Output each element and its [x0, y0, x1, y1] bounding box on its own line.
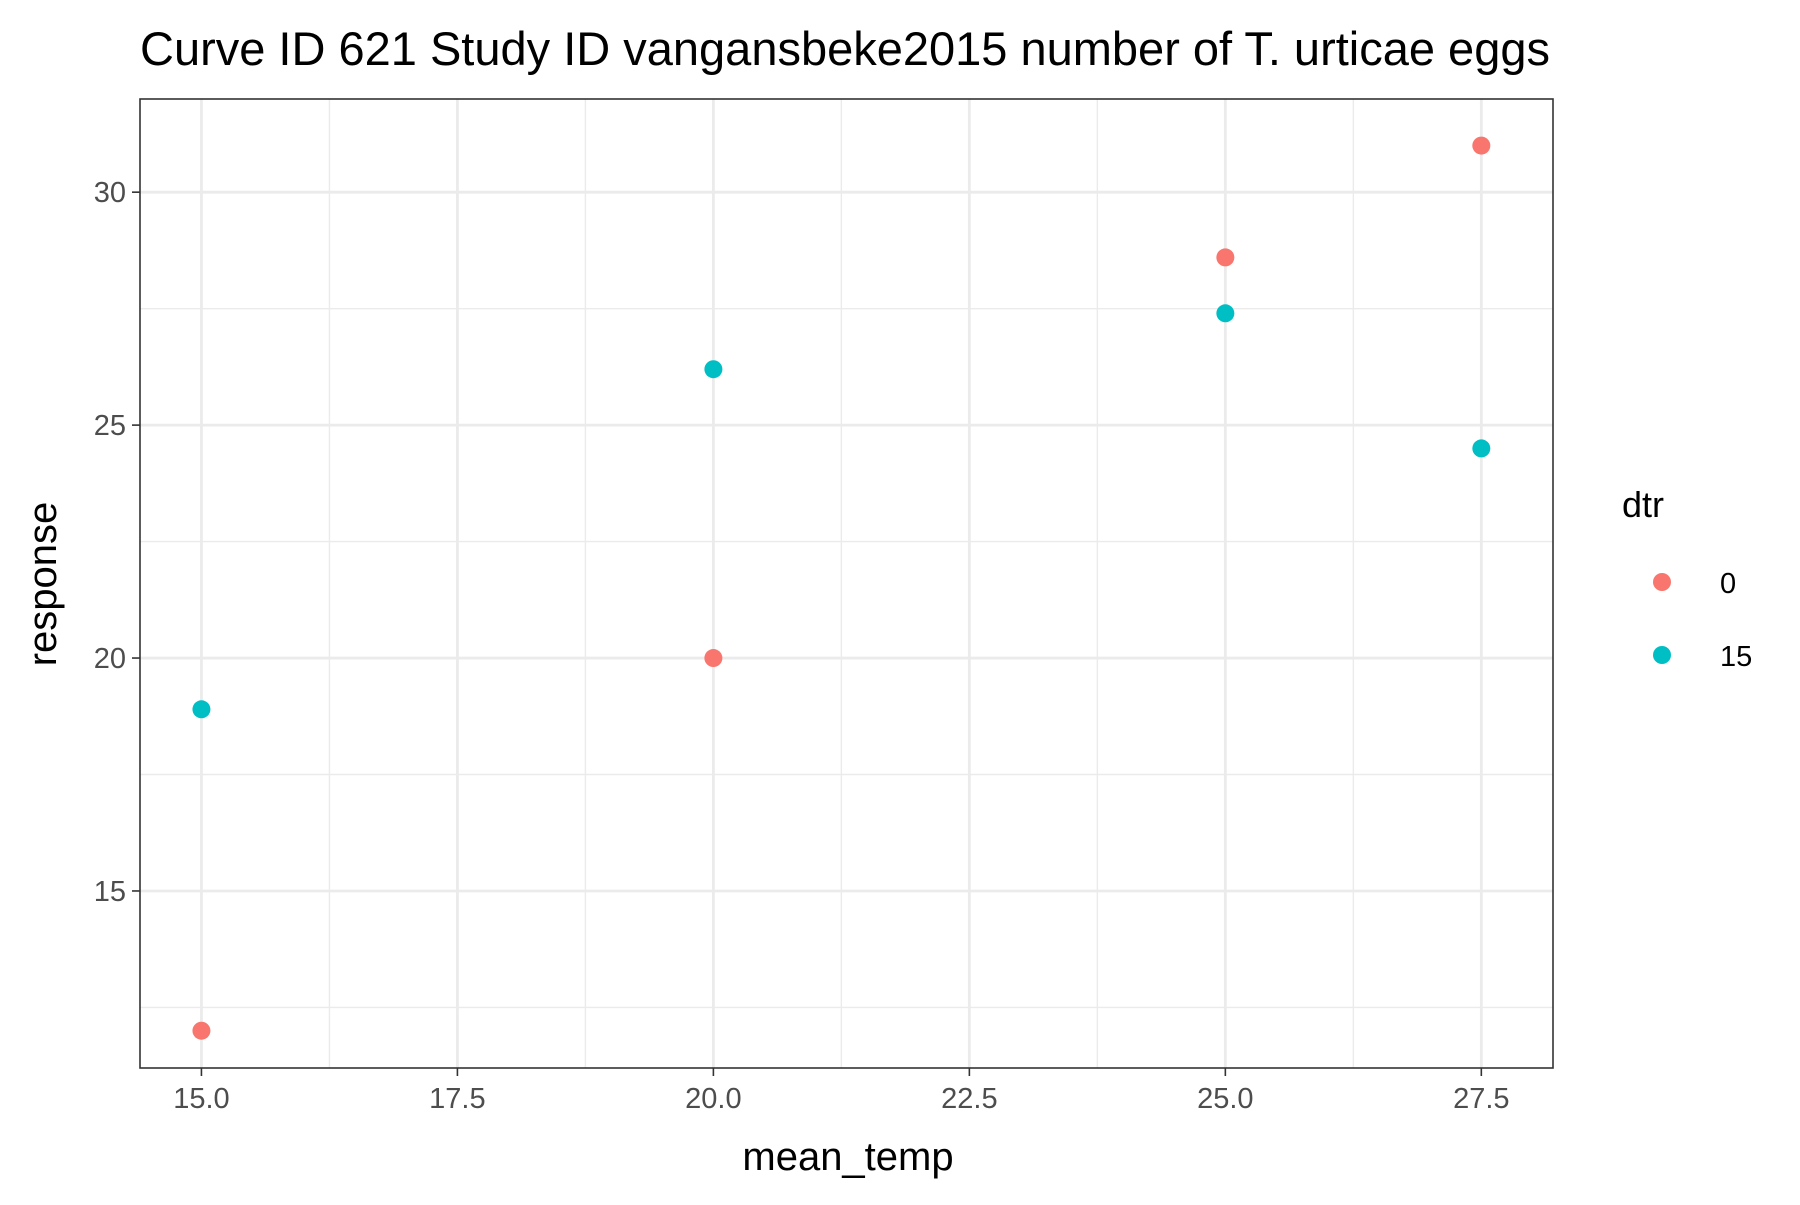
x-axis: 15.0 17.5 20.0 22.5 25.0 27.5	[173, 1068, 1510, 1115]
x-tick-label: 22.5	[941, 1083, 997, 1115]
y-axis: 15 20 25 30	[94, 177, 140, 908]
data-point-dtr-0	[1472, 136, 1491, 155]
chart-title: Curve ID 621 Study ID vangansbeke2015 nu…	[140, 22, 1550, 75]
x-tick-label: 27.5	[1453, 1083, 1509, 1115]
panel-border	[139, 98, 1554, 1069]
legend-key-15	[1653, 646, 1671, 664]
legend: dtr 0 15	[1622, 484, 1752, 673]
data-point-dtr-0	[704, 649, 723, 668]
data-point-dtr-15	[1472, 439, 1491, 458]
x-tick-label: 17.5	[429, 1083, 485, 1115]
legend-label-0: 0	[1720, 568, 1736, 600]
y-axis-title: response	[21, 502, 65, 667]
legend-items: 0 15	[1653, 568, 1752, 673]
y-tick-label: 25	[94, 410, 126, 442]
major-gridlines	[140, 99, 1553, 1068]
x-axis-title: mean_temp	[742, 1135, 953, 1179]
data-point-dtr-0	[192, 1021, 211, 1040]
x-tick-label: 25.0	[1197, 1083, 1253, 1115]
data-point-dtr-15	[192, 700, 211, 719]
x-tick-label: 15.0	[173, 1083, 229, 1115]
minor-gridlines	[140, 99, 1553, 1068]
data-point-dtr-15	[704, 360, 723, 379]
panel-background	[140, 99, 1553, 1068]
x-tick-label: 20.0	[685, 1083, 741, 1115]
legend-title: dtr	[1622, 484, 1664, 525]
data-points	[192, 136, 1491, 1040]
y-tick-label: 15	[94, 876, 126, 908]
data-point-dtr-15	[1216, 304, 1235, 323]
legend-key-0	[1653, 573, 1671, 591]
data-point-dtr-0	[1216, 248, 1235, 267]
y-tick-label: 20	[94, 643, 126, 675]
y-tick-label: 30	[94, 177, 126, 209]
legend-label-15: 15	[1720, 641, 1752, 673]
plot-panel	[139, 98, 1554, 1069]
